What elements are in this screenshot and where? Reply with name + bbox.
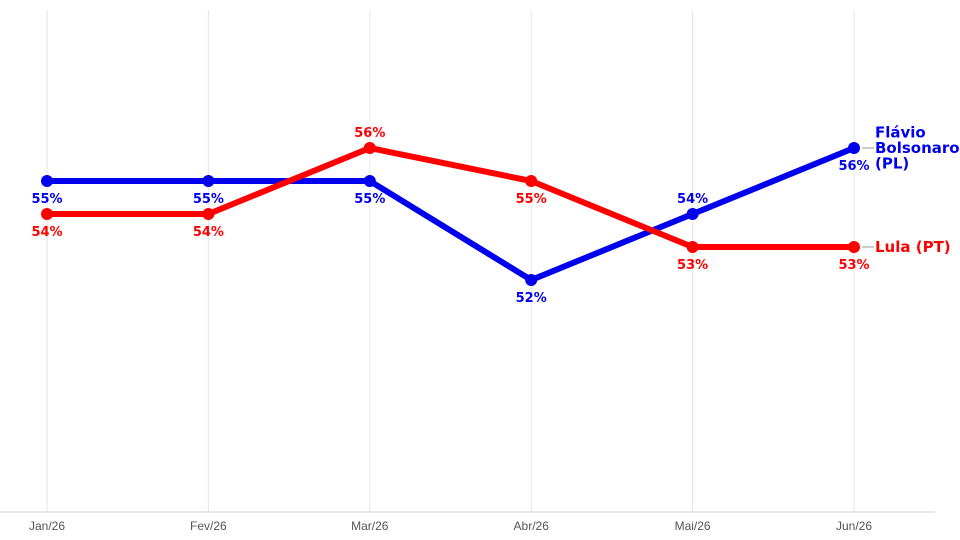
data-label: 55% [516,192,547,207]
data-point [363,175,376,187]
data-label: 54% [31,225,62,240]
x-tick-label: Mar/26 [351,519,389,533]
data-point [525,175,538,187]
data-point [848,241,860,253]
series-lula: 54% 54% 56% 55% 53% 53% Lula (PT) [31,126,950,273]
x-axis-ticks: Jan/26 Fev/26 Mar/26 Abr/26 Mai/26 Jun/26 [29,519,872,533]
x-tick-label: Abr/26 [514,519,550,533]
gridlines [46,10,855,512]
data-label: 52% [516,291,547,306]
series-line [44,145,857,250]
x-tick-label: Jun/26 [836,519,872,533]
data-label: 54% [677,192,708,207]
x-tick-label: Jan/26 [29,519,65,533]
series-name-line: Lula (PT) [875,238,951,256]
x-tick-label: Mai/26 [675,519,711,533]
data-label: 55% [354,192,385,207]
data-label: 56% [838,159,869,174]
series-name-line: (PL) [875,155,909,173]
data-point [41,175,53,187]
data-point [202,208,215,220]
data-point [848,142,860,154]
data-label: 55% [31,192,62,207]
x-tick-label: Fev/26 [190,519,227,533]
data-point [686,208,699,220]
data-label: 55% [193,192,224,207]
series-line [44,145,857,283]
series-name-label: Flávio Bolsonaro (PL) [875,124,960,173]
data-point [686,241,699,253]
series-flavio-bolsonaro: 55% 55% 55% 52% 54% 56% Flávio Bolsonaro (PL) [31,124,959,307]
series-name-line: Flávio [875,124,926,142]
data-label: 56% [354,126,385,141]
data-point [363,142,376,154]
series-name-line: Bolsonaro [875,139,960,157]
data-point [202,175,215,187]
data-point [525,274,538,286]
series-name-label: Lula (PT) [875,238,951,256]
data-label: 54% [193,225,224,240]
series-group: 55% 55% 55%52%54%56%Flávio Bolsonaro (PL)54%… [31,124,959,307]
data-point [41,208,53,220]
data-label: 53% [677,258,708,273]
data-label: 53% [838,258,869,273]
